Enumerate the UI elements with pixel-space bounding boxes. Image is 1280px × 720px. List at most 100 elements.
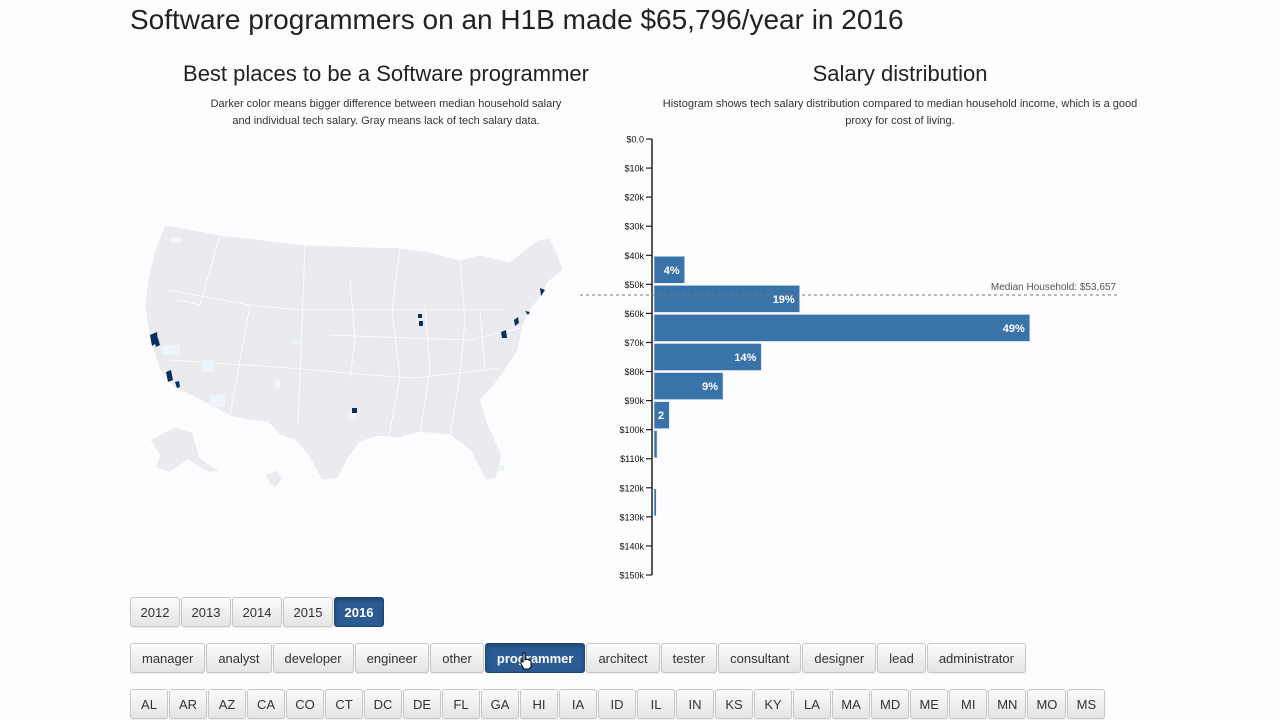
histogram-bar[interactable] [653, 488, 657, 517]
state-button-il[interactable]: IL [637, 689, 675, 719]
state-button-hi[interactable]: HI [520, 689, 558, 719]
y-tick-label: $120k [619, 483, 644, 493]
state-button-de[interactable]: DE [403, 689, 441, 719]
bar-label: 14% [734, 352, 756, 364]
region-dallas[interactable] [352, 408, 357, 413]
low-diff-regions [162, 237, 504, 471]
map-hawaii[interactable] [264, 469, 283, 489]
histogram-bar[interactable] [653, 314, 1031, 342]
role-button-developer[interactable]: developer [272, 643, 354, 673]
state-button-ia[interactable]: IA [559, 689, 597, 719]
state-button-ga[interactable]: GA [481, 689, 519, 719]
y-tick-label: $130k [619, 512, 644, 522]
role-button-engineer[interactable]: engineer [354, 643, 430, 673]
map-states [144, 224, 564, 489]
state-button-ma[interactable]: MA [832, 689, 870, 719]
state-button-ar[interactable]: AR [169, 689, 207, 719]
page-title: Software programmers on an H1B made $65,… [130, 4, 904, 35]
state-button-mo[interactable]: MO [1027, 689, 1067, 719]
state-button-ks[interactable]: KS [715, 689, 753, 719]
histogram-bar[interactable] [653, 401, 670, 429]
map-description: Darker color means bigger difference bet… [210, 98, 562, 127]
state-button-al[interactable]: AL [130, 689, 168, 719]
role-button-programmer[interactable]: programmer [484, 643, 586, 673]
y-tick-label: $20k [624, 193, 644, 203]
state-button-id[interactable]: ID [598, 689, 636, 719]
state-button-la[interactable]: LA [793, 689, 831, 719]
y-tick-label: $50k [624, 280, 644, 290]
state-button-me[interactable]: ME [910, 689, 949, 719]
state-button-ms[interactable]: MS [1067, 689, 1106, 719]
year-button-2012[interactable]: 2012 [130, 597, 180, 627]
role-button-designer[interactable]: designer [802, 643, 877, 673]
state-button-mi[interactable]: MI [949, 689, 988, 719]
state-filter: AL AR AZ CA CO CT DC DE FL GA HI IA ID IL IN KS KY LA MA MD… [130, 689, 1106, 719]
year-filter: 2012 2013 2014 2015 2016 [130, 597, 385, 627]
histogram-bar[interactable] [653, 285, 801, 313]
median-reference-label: Median Household: $53,657 [991, 282, 1117, 293]
region-dc[interactable] [501, 330, 507, 338]
median-household-line: Median Household: $53,657 [580, 282, 1118, 296]
role-button-analyst[interactable]: analyst [206, 643, 272, 673]
state-button-mn[interactable]: MN [988, 689, 1027, 719]
histogram-bar[interactable] [653, 430, 658, 459]
map-title: Best places to be a Software programmer [183, 61, 589, 86]
bar-label: 19% [773, 294, 795, 306]
role-button-lead[interactable]: lead [877, 643, 926, 673]
role-button-tester[interactable]: tester [660, 643, 718, 673]
y-axis: $0.0 $10k $20k $30k $40k $50k $60k $70k $80k $90k… [619, 135, 653, 581]
y-tick-label: $70k [624, 338, 644, 348]
y-tick-label: $0.0 [626, 135, 644, 145]
role-button-consultant[interactable]: consultant [718, 643, 802, 673]
high-diff-regions [150, 288, 545, 413]
state-button-in[interactable]: IN [676, 689, 714, 719]
year-button-2015[interactable]: 2015 [283, 597, 333, 627]
region-boston[interactable] [540, 288, 545, 296]
region-nj[interactable] [514, 317, 519, 326]
map-contiguous-us[interactable] [144, 224, 564, 481]
region-la[interactable] [166, 370, 173, 382]
state-button-fl[interactable]: FL [442, 689, 480, 719]
year-button-2014[interactable]: 2014 [232, 597, 282, 627]
state-button-co[interactable]: CO [286, 689, 324, 719]
histogram-bar[interactable] [653, 343, 762, 371]
y-tick-label: $140k [619, 541, 644, 551]
year-button-2016[interactable]: 2016 [334, 597, 384, 627]
state-button-ct[interactable]: CT [325, 689, 363, 719]
us-county-map[interactable] [130, 210, 580, 500]
region-orange[interactable] [175, 381, 180, 388]
y-tick-label: $30k [624, 222, 644, 232]
histogram-description: Histogram shows tech salary distribution… [662, 98, 1138, 127]
role-button-manager[interactable]: manager [130, 643, 206, 673]
y-tick-label: $60k [624, 309, 644, 319]
state-button-dc[interactable]: DC [364, 689, 402, 719]
y-tick-label: $10k [624, 164, 644, 174]
role-filter: manager analyst developer engineer other prog… [130, 643, 1027, 673]
role-button-architect[interactable]: architect [586, 643, 660, 673]
role-button-administrator[interactable]: administrator [926, 643, 1026, 673]
bar-label: 9% [702, 381, 718, 393]
state-button-ca[interactable]: CA [247, 689, 285, 719]
role-button-other[interactable]: other [430, 643, 484, 673]
state-borders [167, 234, 521, 441]
bar-label: 2 [658, 410, 664, 422]
year-button-2013[interactable]: 2013 [181, 597, 231, 627]
state-button-md[interactable]: MD [871, 689, 910, 719]
y-tick-label: $100k [619, 425, 644, 435]
salary-histogram: $0.0 $10k $20k $30k $40k $50k $60k $70k $80k $90k… [580, 135, 1118, 581]
map-alaska[interactable] [149, 426, 222, 473]
region-chicago[interactable] [418, 314, 422, 318]
region-sf-bay-2[interactable] [154, 338, 160, 347]
state-button-ky[interactable]: KY [754, 689, 792, 719]
histogram-title: Salary distribution [812, 61, 988, 86]
histogram-bar[interactable] [653, 372, 724, 400]
bar-label: 4% [664, 265, 680, 277]
histogram-bar[interactable] [653, 255, 685, 284]
region-chicago-2[interactable] [419, 321, 423, 326]
y-tick-label: $90k [624, 396, 644, 406]
state-button-az[interactable]: AZ [208, 689, 246, 719]
y-tick-label: $110k [620, 454, 644, 464]
region-ct[interactable] [525, 311, 530, 315]
y-tick-label: $80k [624, 367, 644, 377]
bar-label: 49% [1003, 323, 1025, 335]
